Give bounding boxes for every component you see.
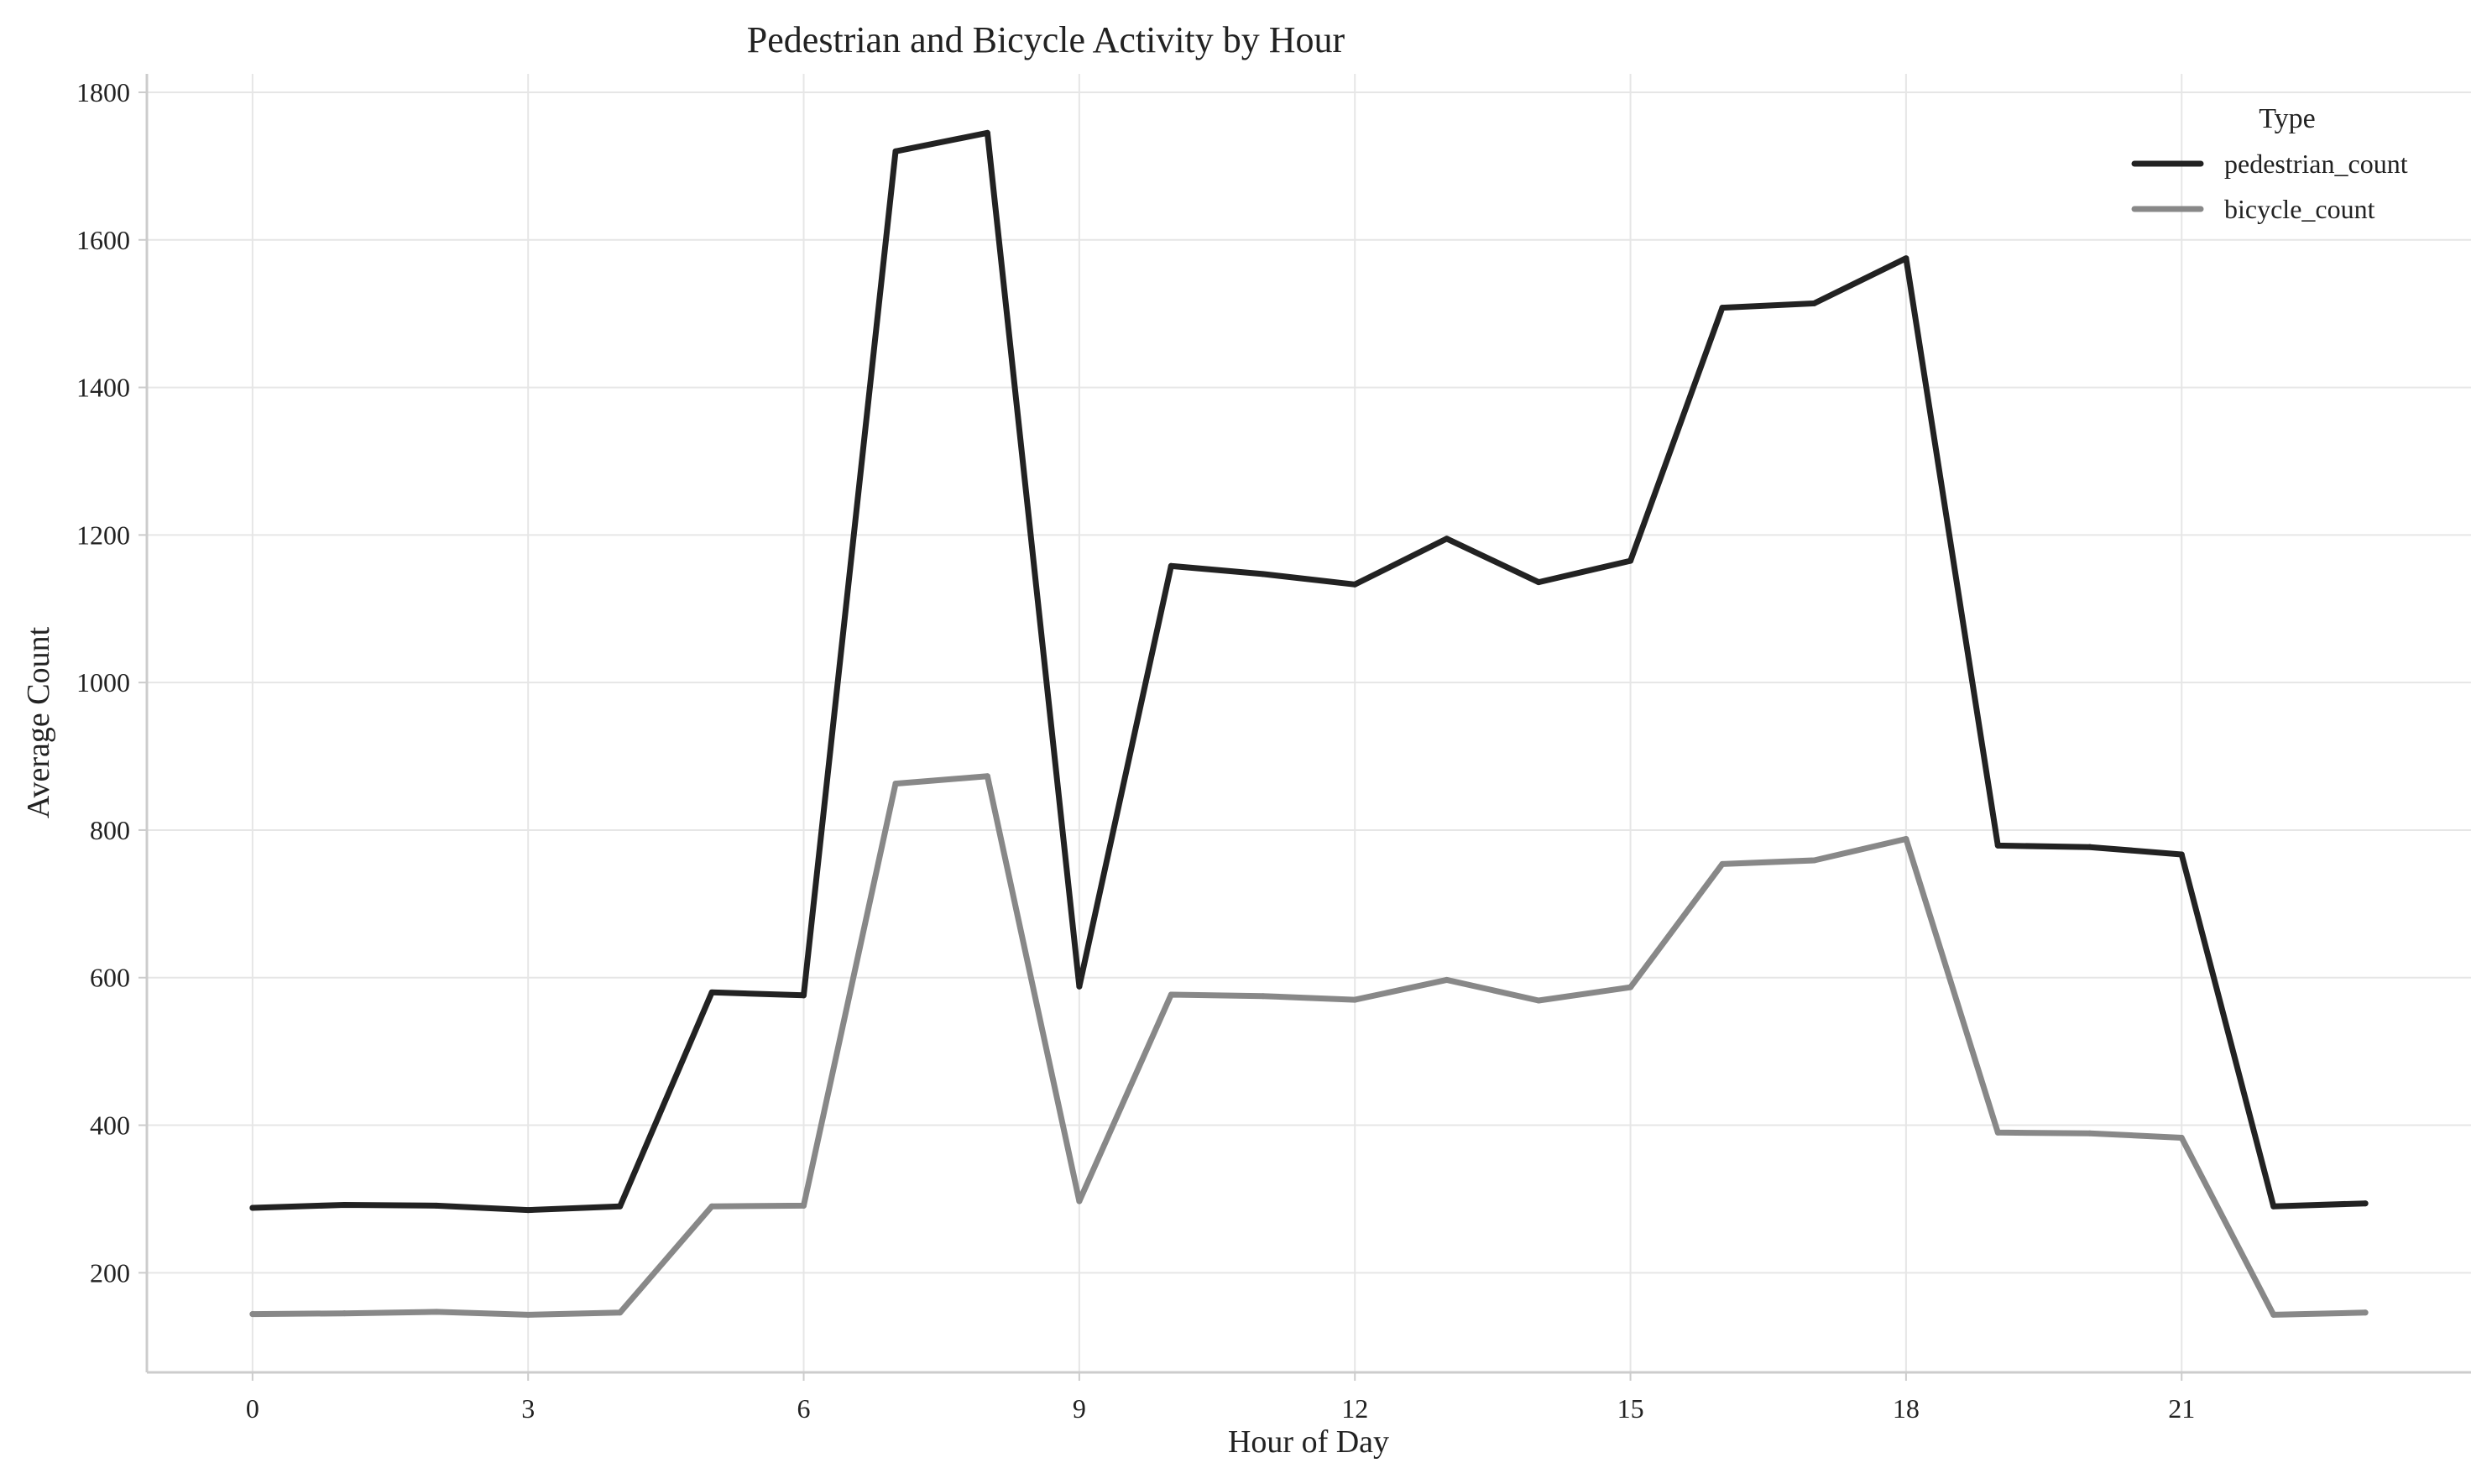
data-point-bicycle-count [341,1310,347,1317]
x-tick-label: 9 [1073,1393,1086,1424]
data-point-bicycle-count [1444,976,1450,983]
data-point-pedestrian-count [2087,844,2093,850]
data-point-pedestrian-count [2178,851,2185,858]
y-tick-label: 1400 [76,373,130,403]
data-point-pedestrian-count [1994,842,2001,849]
data-point-pedestrian-count [1719,305,1726,311]
axes [145,74,2471,1374]
y-tick-label: 1600 [76,225,130,255]
series-line-bicycle-count [249,773,2369,1318]
legend-label-bicycle: bicycle_count [2224,194,2375,224]
data-point-pedestrian-count [892,148,899,154]
data-point-bicycle-count [1168,991,1174,998]
x-tick-label: 21 [2168,1393,2195,1424]
data-point-bicycle-count [2270,1311,2277,1318]
data-point-bicycle-count [1076,1198,1083,1204]
data-point-bicycle-count [708,1203,715,1210]
data-point-pedestrian-count [1903,255,1909,262]
data-point-bicycle-count [1994,1129,2001,1136]
data-point-bicycle-count [2087,1130,2093,1137]
data-point-bicycle-count [1719,860,1726,867]
legend-label-pedestrian: pedestrian_count [2224,149,2408,179]
y-tick-labels: 200 400 600 800 1000 1200 1400 1600 1800 [76,77,147,1288]
chart-title: Pedestrian and Bicycle Activity by Hour [747,19,1345,60]
x-axis-label: Hour of Day [1228,1424,1389,1460]
data-point-bicycle-count [1903,835,1909,842]
x-tick-label: 0 [246,1393,259,1424]
x-tick-label: 15 [1617,1393,1644,1424]
data-point-bicycle-count [2178,1134,2185,1141]
data-point-bicycle-count [433,1309,440,1315]
data-point-bicycle-count [1260,993,1267,1000]
data-point-pedestrian-count [708,989,715,995]
series-lines [249,129,2369,1318]
data-point-pedestrian-count [1351,581,1358,588]
data-point-bicycle-count [1810,857,1817,864]
y-tick-label: 800 [90,815,130,845]
data-point-pedestrian-count [801,992,807,999]
y-axis-label: Average Count [21,626,56,818]
data-point-pedestrian-count [1444,536,1450,542]
data-point-pedestrian-count [525,1207,531,1214]
data-point-pedestrian-count [2362,1200,2369,1207]
data-point-pedestrian-count [1168,562,1174,569]
gridlines [147,74,2471,1372]
data-point-bicycle-count [1535,997,1542,1004]
data-point-pedestrian-count [1535,579,1542,586]
data-point-bicycle-count [984,773,990,780]
legend-title: Type [2259,103,2316,134]
x-tick-label: 12 [1341,1393,1368,1424]
data-point-pedestrian-count [341,1201,347,1208]
data-point-pedestrian-count [2270,1203,2277,1210]
data-point-pedestrian-count [1260,571,1267,577]
data-point-bicycle-count [617,1309,624,1316]
data-point-pedestrian-count [1627,557,1634,564]
data-point-pedestrian-count [1076,983,1083,990]
legend: Type pedestrian_count bicycle_count [2131,103,2408,224]
y-tick-label: 600 [90,963,130,993]
x-tick-label: 3 [521,1393,535,1424]
data-point-pedestrian-count [433,1202,440,1209]
data-point-bicycle-count [1627,984,1634,990]
y-tick-label: 1800 [76,77,130,107]
y-tick-label: 1200 [76,520,130,550]
y-tick-label: 1000 [76,667,130,698]
data-point-pedestrian-count [984,129,990,136]
x-tick-label: 6 [797,1393,811,1424]
data-point-pedestrian-count [617,1203,624,1210]
series-line-pedestrian-count [249,129,2369,1214]
x-tick-label: 18 [1893,1393,1920,1424]
x-tick-labels: 0 3 6 9 12 15 18 21 [246,1372,2195,1424]
y-tick-label: 200 [90,1257,130,1288]
data-point-bicycle-count [1351,996,1358,1003]
data-point-pedestrian-count [1810,300,1817,306]
data-point-bicycle-count [801,1202,807,1209]
data-point-bicycle-count [892,781,899,787]
data-point-bicycle-count [2362,1309,2369,1316]
data-point-bicycle-count [249,1311,256,1318]
data-point-bicycle-count [525,1311,531,1318]
data-point-pedestrian-count [249,1204,256,1211]
y-tick-label: 400 [90,1110,130,1141]
